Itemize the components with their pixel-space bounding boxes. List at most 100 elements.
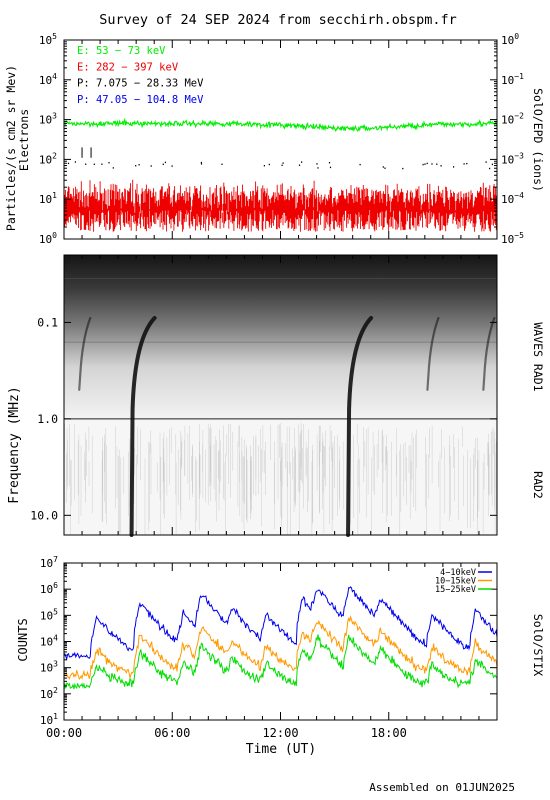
stix-ylabel: COUNTS xyxy=(16,618,30,661)
proton-point xyxy=(164,161,166,164)
radio-ylabel: Frequency (MHz) xyxy=(7,386,22,503)
legend-entry: P: 47.05 − 104.8 MeV xyxy=(77,94,204,106)
proton-point xyxy=(221,163,223,165)
proton-point xyxy=(431,163,433,165)
radio-burst xyxy=(129,316,157,537)
figure-title: Survey of 24 SEP 2024 from secchirh.obsp… xyxy=(99,12,457,28)
y-tick-label: 103 xyxy=(40,660,58,675)
particles-plot-area xyxy=(63,117,498,232)
proton-point xyxy=(491,163,493,166)
right-tick-label: 10−5 xyxy=(501,231,524,246)
legend-entry: E: 53 − 73 keV xyxy=(77,45,166,57)
y-tick-label: 10.0 xyxy=(30,508,58,522)
proton-point xyxy=(74,161,76,163)
y-tick-label: 101 xyxy=(40,712,58,727)
proton-point xyxy=(200,161,202,164)
spectrogram-noise xyxy=(63,422,498,535)
series-p-7-28 xyxy=(67,147,493,170)
proton-point xyxy=(150,165,152,167)
proton-point xyxy=(426,162,428,165)
proton-point xyxy=(200,163,203,165)
proton-point xyxy=(298,164,301,166)
particles-ylabel2: Electrons xyxy=(17,109,31,171)
proton-point xyxy=(268,163,270,166)
right-tick-label: 10−4 xyxy=(501,191,524,206)
proton-point xyxy=(263,165,265,167)
proton-point xyxy=(424,163,426,165)
y-tick-label: 101 xyxy=(39,191,57,206)
stix-legend-label: 15−25keV xyxy=(435,585,476,595)
particles-legend: E: 53 − 73 keV E: 282 − 397 keV P: 7.075 −… xyxy=(77,45,204,106)
proton-point xyxy=(171,165,173,167)
particles-panel: 100 101 102 103 104 105 100 10−1 10−2 10−3 10−4 10… xyxy=(4,32,545,246)
proton-point xyxy=(301,161,303,163)
proton-point xyxy=(316,163,318,165)
y-tick-label: 100 xyxy=(39,231,57,246)
proton-point xyxy=(282,162,284,164)
stix-plot-area xyxy=(63,586,498,692)
proton-point xyxy=(101,163,103,165)
stix-series-15−25keV xyxy=(63,634,498,692)
y-tick-label: 104 xyxy=(39,72,57,87)
proton-point xyxy=(466,162,468,165)
proton-point xyxy=(440,165,442,167)
series-e-53-73 xyxy=(63,117,498,133)
radio-burst xyxy=(78,316,92,391)
time-axis-label: Time (UT) xyxy=(246,742,316,757)
x-tick-label: 06:00 xyxy=(154,726,190,740)
proton-point xyxy=(112,167,114,169)
y-tick-label: 103 xyxy=(39,112,57,127)
proton-point xyxy=(108,162,110,164)
assembled-footer: Assembled on 01JUN2025 xyxy=(369,781,515,794)
particles-right-label: SolO/EPD (ions) xyxy=(531,88,545,192)
y-tick-label: 105 xyxy=(39,32,57,47)
radio-panel: 0.1 1.0 10.0 Frequency (MHz) WAVES RAD1 RA… xyxy=(7,254,545,537)
right-tick-label: 10−3 xyxy=(501,151,524,166)
stix-series-4−10keV xyxy=(63,586,498,662)
proton-point xyxy=(329,166,332,169)
proton-point xyxy=(93,163,95,165)
proton-point xyxy=(402,167,404,170)
stix-panel: 101 102 103 104 105 106 107 4−10keV10−15keV15−… xyxy=(16,555,545,727)
x-tick-label: 12:00 xyxy=(262,726,298,740)
right-tick-label: 100 xyxy=(501,32,519,47)
radio-burst xyxy=(346,316,374,537)
particles-ylabel: Particles/(s cm2 sr Mev) xyxy=(4,65,18,231)
y-tick-label: 1.0 xyxy=(37,412,58,426)
proton-point xyxy=(384,167,386,169)
proton-point xyxy=(453,166,455,168)
proton-point xyxy=(281,164,283,166)
stix-y-ticks: 101 102 103 104 105 106 107 xyxy=(40,555,497,727)
stix-right-label: SolO/STIX xyxy=(531,614,545,676)
proton-point xyxy=(359,163,361,166)
radio-burst xyxy=(426,316,440,391)
proton-point xyxy=(328,162,331,164)
stix-series-10−15keV xyxy=(63,615,498,680)
stix-frame xyxy=(63,562,498,721)
x-tick-label: 18:00 xyxy=(371,726,407,740)
proton-point xyxy=(138,164,140,166)
right-tick-label: 10−2 xyxy=(501,112,524,127)
radio-y-ticks: 0.1 1.0 10.0 xyxy=(30,315,497,522)
stix-legend-label: 10−15keV xyxy=(435,577,476,587)
right-tick-label: 10−1 xyxy=(501,72,524,87)
y-tick-label: 107 xyxy=(40,555,58,570)
proton-point xyxy=(85,163,87,165)
proton-point xyxy=(463,163,465,165)
series-e-282-397 xyxy=(63,179,498,232)
proton-point xyxy=(135,165,137,167)
legend-entry: P: 7.075 − 28.33 MeV xyxy=(77,78,204,90)
proton-point xyxy=(436,163,438,165)
proton-point xyxy=(485,161,487,163)
proton-point xyxy=(422,163,424,166)
stix-legend-label: 4−10keV xyxy=(440,568,476,578)
proton-point xyxy=(67,162,70,165)
y-tick-label: 105 xyxy=(40,607,58,622)
radio-right-label-rad2: RAD2 xyxy=(531,471,545,499)
time-axis: 00:00 06:00 12:00 18:00 xyxy=(46,40,498,740)
proton-point xyxy=(317,167,319,169)
y-tick-label: 0.1 xyxy=(37,315,58,329)
y-tick-label: 104 xyxy=(40,634,58,649)
